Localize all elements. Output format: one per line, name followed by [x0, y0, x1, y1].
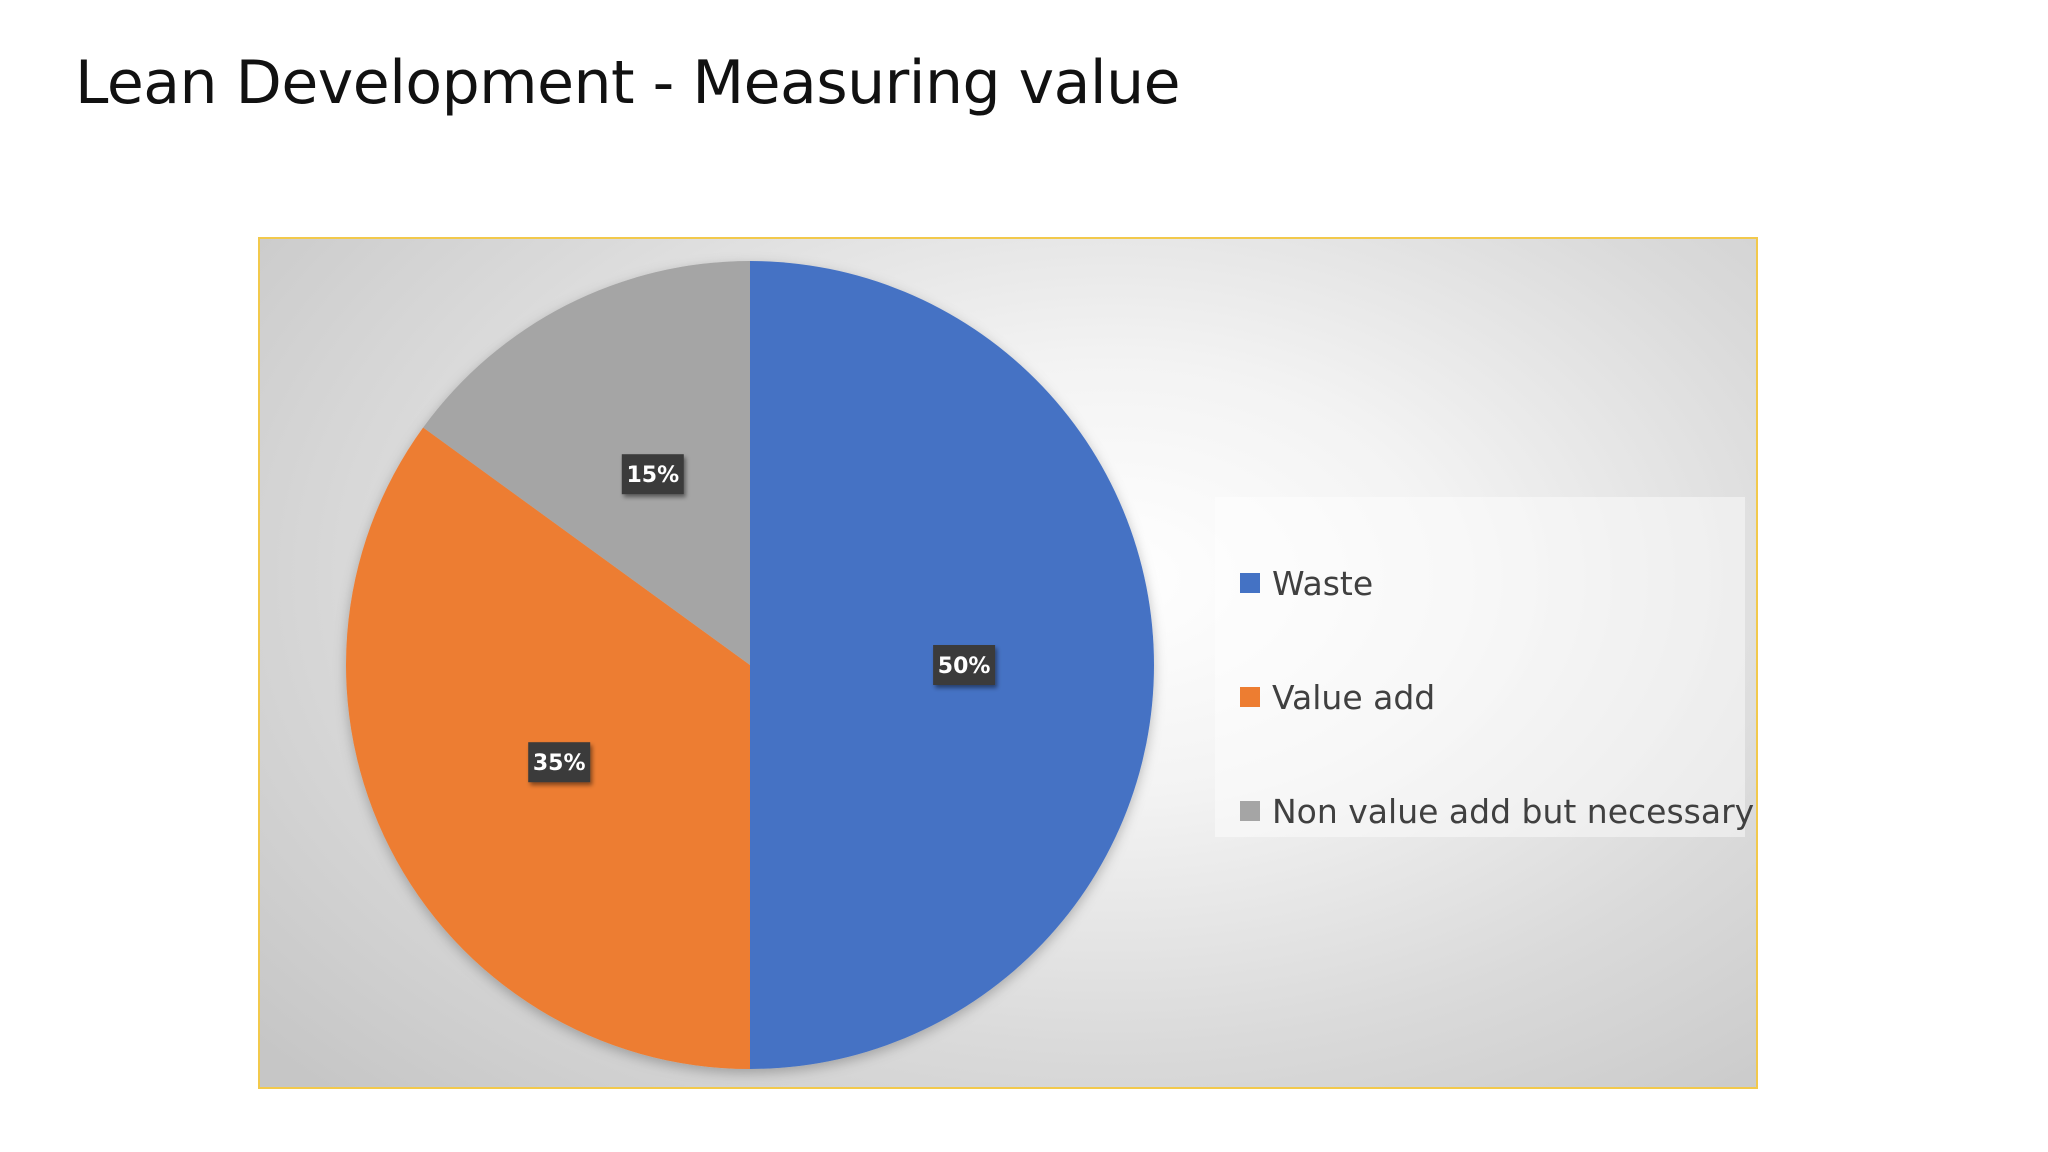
data-label-non-value-add-but-necessary: 15% — [621, 454, 684, 495]
pie-chart: 50% 35% 15% — [345, 261, 1154, 1069]
legend-item-waste: Waste — [1240, 563, 1373, 603]
legend-swatch-non-value-add — [1240, 801, 1260, 821]
pie-data-labels: 50% 35% 15% — [528, 454, 996, 783]
legend-label-value-add: Value add — [1272, 677, 1436, 717]
slide-title: Lean Development - Measuring value — [75, 48, 1181, 118]
legend-label-waste: Waste — [1272, 563, 1374, 603]
legend-label-non-value-add: Non value add but necessary — [1272, 791, 1755, 831]
legend-swatch-waste — [1240, 573, 1260, 593]
chart-legend: Waste Value add Non value add but necess… — [1215, 497, 1754, 837]
legend-item-non-value-add: Non value add but necessary — [1240, 791, 1754, 831]
pie-slice-non-value-add-but-necessary — [423, 261, 750, 665]
legend-swatch-value-add — [1240, 687, 1260, 707]
pie-chart-frame: 50% 35% 15% Waste Value add Non value add … — [258, 237, 1758, 1089]
data-label-waste: 50% — [933, 645, 996, 685]
data-label-value-add: 35% — [528, 742, 591, 783]
data-label-text-waste: 50% — [938, 654, 991, 679]
data-label-text-non-value-add-but-necessary: 15% — [626, 463, 679, 488]
data-label-text-value-add: 35% — [533, 751, 586, 776]
pie-slices — [345, 261, 1154, 1069]
legend-item-value-add: Value add — [1240, 677, 1435, 717]
